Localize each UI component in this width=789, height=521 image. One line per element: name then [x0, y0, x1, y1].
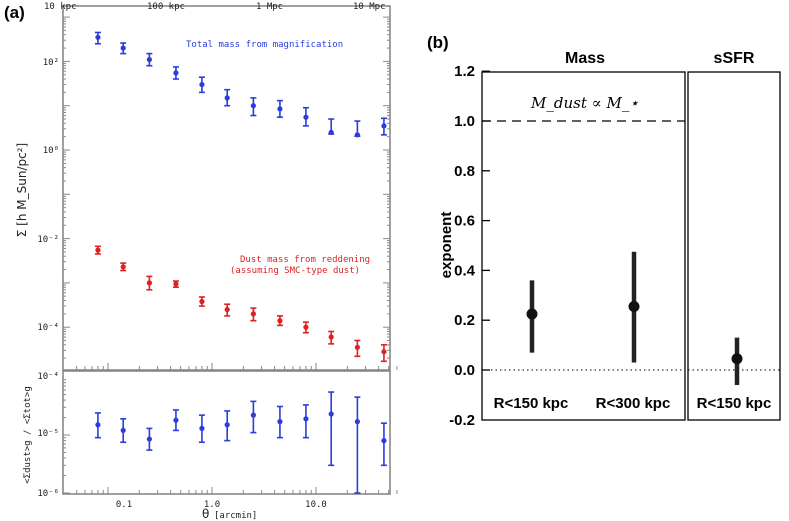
y-axis-label-exponent: exponent — [438, 212, 455, 279]
lower-plot-frame — [62, 370, 391, 495]
top-tick-label-1mpc: 1 Mpc — [256, 2, 283, 12]
mass-ratio-point — [173, 417, 179, 423]
dust-mass-point — [120, 264, 126, 270]
dust-mass-point — [303, 324, 309, 330]
dust-mass-point — [277, 318, 283, 324]
mass-ratio-point — [224, 422, 230, 428]
x-tick-label-0.1: 0.1 — [116, 500, 132, 510]
mass-ratio-point — [199, 425, 205, 431]
top-tick-label-10mpc: 10 Mpc — [353, 2, 386, 12]
exponent-point — [526, 308, 538, 320]
total-mass-point — [173, 70, 179, 76]
total-mass-point — [95, 34, 101, 40]
y-tick-label: 0.0 — [454, 362, 475, 379]
total-mass-point — [146, 56, 152, 63]
subpanel-title-mass: Mass — [565, 50, 605, 67]
top-tick-label-10kpc: 10 kpc — [44, 2, 77, 12]
reference-line-annotation: M_dust ∝ M_⋆ — [530, 94, 639, 112]
top-tick-label-100kpc: 100 kpc — [147, 2, 185, 12]
mass-ratio-point — [146, 436, 152, 442]
total-mass-point — [277, 106, 283, 112]
total-mass-point — [224, 95, 230, 101]
category-label-ssfr-150: R<150 kpc — [697, 395, 772, 412]
y-tick-label: 0.6 — [454, 213, 475, 230]
mass-ratio-point — [328, 411, 334, 417]
y-tick-label: 1.0 — [454, 113, 475, 130]
red-series-annotation-line1: Dust mass from reddening — [240, 255, 370, 265]
total-mass-point — [303, 114, 309, 120]
upper-y-tick-1e-4: 10⁻⁴ — [37, 323, 59, 333]
panel-b-label: (b) — [427, 33, 449, 52]
dust-mass-point — [328, 334, 334, 340]
y-tick-label: 0.2 — [454, 312, 475, 329]
red-series-annotation-line2: (assuming SMC-type dust) — [230, 266, 360, 276]
y-tick-label: -0.2 — [449, 412, 475, 429]
lower-y-tick-1e-6: 10⁻⁶ — [37, 489, 59, 499]
dust-mass-point — [95, 247, 101, 253]
dust-mass-point — [224, 306, 230, 313]
exponent-point — [731, 353, 743, 365]
mass-subpanel-frame — [481, 71, 686, 421]
panel-a-data-marks — [94, 31, 387, 494]
exponent-point — [628, 301, 640, 313]
ssfr-subpanel-frame — [687, 71, 781, 421]
dust-mass-point — [173, 281, 179, 287]
x-axis-label-unit: [arcmin] — [214, 511, 257, 521]
mass-ratio-point — [277, 419, 283, 425]
panel-b: Mass sSFR exponent R<150 kpc R<300 kpc R… — [438, 50, 781, 429]
mass-ratio-point — [381, 438, 387, 444]
upper-y-axis-label: Σ [h M_Sun/pc²] — [15, 143, 29, 237]
dust-mass-point — [199, 298, 205, 305]
mass-ratio-point — [120, 427, 126, 434]
panel-a-label: (a) — [4, 3, 25, 22]
mass-ratio-point — [303, 416, 309, 422]
total-mass-point — [250, 103, 256, 109]
y-tick-label: 1.2 — [454, 63, 475, 80]
category-label-mass-150: R<150 kpc — [494, 395, 569, 412]
panel-b-data-marks — [482, 120, 780, 385]
y-tick-label: 0.8 — [454, 163, 475, 180]
panel-b-y-ticks: 1.2 1.0 0.8 0.6 0.4 0.2 0.0 -0.2 — [449, 63, 490, 429]
total-mass-point — [120, 45, 126, 51]
x-tick-label-10.0: 10.0 — [305, 500, 327, 510]
category-label-mass-300: R<300 kpc — [596, 395, 671, 412]
panel-a: 10 kpc 100 kpc 1 Mpc 10 Mpc 10² 10⁰ 10⁻²… — [15, 2, 398, 521]
lower-y-tick-1e-4: 10⁻⁴ — [37, 372, 59, 382]
total-mass-point — [354, 132, 360, 138]
total-mass-point — [328, 129, 334, 135]
dust-mass-point — [381, 349, 387, 355]
mass-ratio-point — [250, 412, 256, 418]
subpanel-title-ssfr: sSFR — [714, 50, 755, 67]
x-axis-label-theta: θ — [202, 507, 209, 521]
upper-plot-frame — [62, 5, 391, 371]
upper-y-tick-1e2: 10² — [43, 58, 59, 68]
dust-mass-point — [354, 344, 360, 350]
panel-a-axis-ticks — [63, 16, 398, 494]
lower-y-tick-1e-5: 10⁻⁵ — [37, 429, 59, 439]
total-mass-point — [381, 123, 387, 129]
dust-mass-point — [146, 280, 152, 286]
blue-series-annotation: Total mass from magnification — [186, 40, 343, 50]
x-tick-label-1.0: 1.0 — [204, 500, 220, 510]
upper-y-tick-1e-2: 10⁻² — [37, 235, 59, 245]
mass-ratio-point — [354, 419, 360, 425]
upper-y-tick-1e0: 10⁰ — [43, 146, 59, 156]
dust-mass-point — [250, 311, 256, 317]
y-tick-label: 0.4 — [454, 262, 476, 279]
total-mass-point — [199, 81, 205, 88]
lower-y-axis-label: <Σdust>g / <Σtot>g — [23, 386, 33, 484]
mass-ratio-point — [95, 422, 101, 428]
